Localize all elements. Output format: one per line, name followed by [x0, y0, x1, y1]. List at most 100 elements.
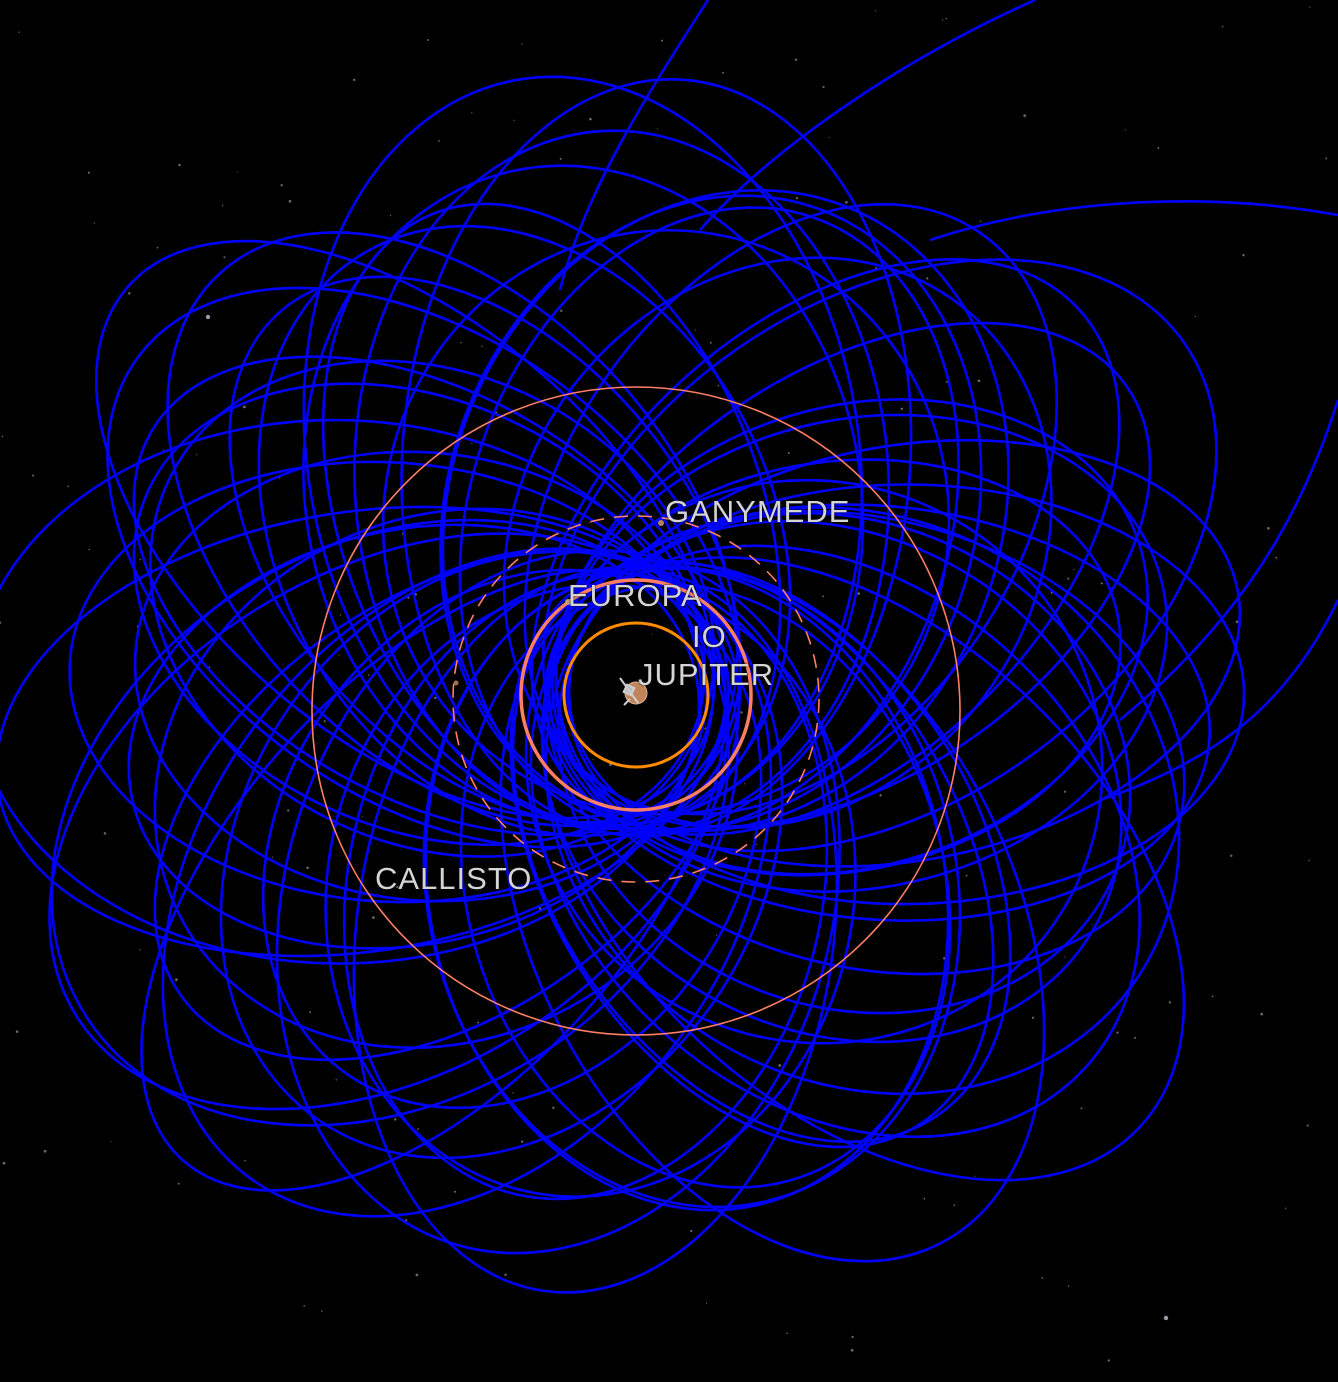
star	[175, 978, 178, 982]
star	[1284, 1207, 1287, 1209]
star	[1309, 6, 1311, 8]
star	[177, 1182, 180, 1185]
star	[1031, 1016, 1035, 1019]
star	[1275, 556, 1278, 559]
star	[979, 220, 982, 223]
spacecraft-trajectory	[0, 0, 1338, 1294]
trajectory-loop	[523, 202, 1059, 816]
europa-marker[interactable]	[565, 599, 571, 605]
star	[93, 222, 95, 224]
star	[88, 548, 90, 551]
trajectory-loop	[439, 194, 983, 831]
star	[453, 1190, 457, 1193]
star	[407, 596, 410, 599]
star	[589, 117, 592, 121]
star	[438, 140, 440, 142]
star	[974, 1175, 976, 1177]
star	[205, 314, 211, 320]
star	[977, 379, 981, 383]
star	[660, 39, 664, 42]
star	[405, 1219, 408, 1222]
ganymede-marker[interactable]	[658, 520, 664, 526]
star	[335, 1079, 338, 1081]
star	[845, 200, 848, 204]
star	[1107, 1359, 1110, 1362]
trajectory-loop	[48, 532, 730, 1111]
spacecraft-icon[interactable]	[619, 677, 639, 706]
star	[288, 199, 292, 203]
callisto-label: CALLISTO	[375, 861, 533, 896]
star	[1260, 1012, 1264, 1016]
star	[1063, 790, 1067, 793]
star	[1168, 1001, 1172, 1004]
star	[43, 1149, 47, 1153]
star	[694, 329, 696, 331]
star	[875, 10, 877, 12]
star	[18, 31, 20, 33]
trajectory-loop	[547, 458, 1122, 877]
trajectory-arc	[929, 200, 1338, 242]
star	[709, 341, 712, 344]
trajectory-arc	[1119, 399, 1338, 721]
callisto-marker[interactable]	[453, 680, 459, 686]
star	[851, 1335, 854, 1339]
star	[1242, 254, 1245, 257]
star	[434, 696, 437, 700]
star	[651, 633, 653, 635]
trajectory-arc	[1099, 599, 1338, 802]
star	[722, 71, 724, 74]
star	[244, 1159, 246, 1162]
star	[1211, 995, 1214, 998]
trajectory-loop	[530, 258, 1121, 837]
callisto-orbit	[311, 386, 961, 1036]
trajectory-loop	[0, 418, 703, 965]
star	[822, 595, 825, 598]
star	[953, 1204, 956, 1207]
star	[427, 39, 430, 41]
trajectory-arc	[699, 0, 1036, 231]
star	[339, 614, 342, 616]
star	[156, 246, 159, 249]
star	[243, 405, 246, 409]
star	[237, 171, 239, 173]
trajectory-arc	[558, 0, 710, 291]
trajectory-loop	[555, 398, 1149, 876]
star	[128, 292, 131, 295]
star	[338, 654, 340, 656]
star	[417, 1128, 419, 1130]
star	[942, 19, 944, 21]
star	[1221, 25, 1224, 28]
star	[15, 1030, 19, 1033]
star	[1080, 1107, 1083, 1110]
trajectory-loop	[511, 561, 1012, 1144]
star	[1134, 1036, 1137, 1039]
star	[1230, 854, 1233, 858]
star	[822, 85, 825, 89]
trajectory-loop	[321, 202, 782, 831]
star	[778, 1064, 782, 1067]
star	[656, 128, 658, 130]
star	[520, 1140, 524, 1143]
io-orbit	[562, 621, 710, 769]
star	[196, 454, 198, 456]
star	[309, 1011, 312, 1014]
trajectory-loop	[567, 438, 1242, 868]
star	[1194, 315, 1197, 318]
star	[0, 621, 2, 624]
star	[389, 214, 392, 217]
star	[857, 592, 861, 595]
star	[1235, 620, 1239, 624]
star	[560, 309, 563, 312]
star	[945, 17, 948, 20]
trajectory-loop	[554, 413, 1169, 893]
star	[1116, 1031, 1119, 1034]
star	[372, 916, 375, 919]
star	[477, 1021, 480, 1024]
trajectory-loop	[257, 224, 792, 837]
star	[162, 449, 164, 451]
star	[481, 345, 483, 348]
star	[552, 1106, 555, 1109]
star	[67, 485, 70, 488]
star	[1073, 568, 1075, 571]
